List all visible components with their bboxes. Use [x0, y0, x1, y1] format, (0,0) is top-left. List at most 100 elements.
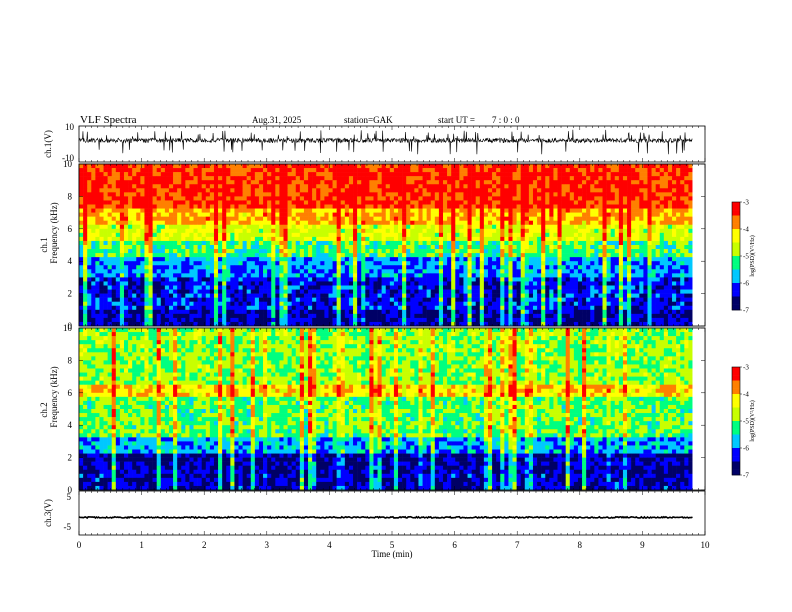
spectrogram-cell — [189, 220, 194, 226]
spectrogram-cell — [577, 184, 583, 189]
spectrogram-cell — [688, 212, 693, 217]
spectrogram-cell — [418, 285, 423, 290]
spectrogram-cell — [246, 236, 252, 242]
spectrogram-cell — [369, 188, 374, 193]
spectrogram-cell — [328, 228, 333, 234]
spectrogram-cell — [144, 289, 149, 294]
spectrogram-cell — [177, 176, 182, 181]
spectrogram-cell — [651, 265, 656, 270]
spectrogram-cell — [271, 285, 276, 290]
spectrogram-cell — [83, 208, 88, 213]
spectrogram-cell — [398, 196, 403, 201]
spectrogram-cell — [168, 277, 174, 282]
spectrogram-cell — [197, 265, 202, 270]
spectrogram-cell — [336, 168, 342, 173]
spectrogram-cell — [287, 281, 292, 286]
spectrogram-cell — [438, 245, 444, 250]
spectrogram-cell — [263, 168, 268, 173]
spectrogram-cell — [573, 176, 579, 181]
spectrogram-cell — [422, 176, 427, 181]
spectrogram-cell — [561, 273, 566, 278]
spectrogram-cell — [95, 168, 100, 173]
spectrogram-cell — [291, 204, 297, 209]
spectrogram-cell — [418, 204, 423, 209]
spectrogram-cell — [254, 285, 260, 290]
spectrogram-cell — [201, 164, 207, 169]
spectrogram-cell — [332, 285, 337, 290]
spectrogram-cell — [672, 285, 677, 290]
spectrogram-cell — [201, 224, 207, 230]
spectrogram-cell — [557, 200, 562, 205]
spectrogram-cell — [271, 176, 276, 181]
spectrogram-cell — [688, 188, 693, 193]
spectrogram-cell — [254, 204, 260, 209]
spectrogram-cell — [463, 273, 468, 278]
spectrogram-cell — [618, 216, 624, 221]
spectrogram-cell — [639, 188, 644, 193]
spectrogram-cell — [676, 281, 681, 286]
spectrogram-cell — [353, 220, 358, 226]
spectrogram-cell — [590, 192, 595, 197]
spectrogram-cell — [373, 196, 378, 201]
spectrogram-cell — [144, 245, 149, 250]
spectrogram-cell — [598, 220, 603, 226]
spectrogram-cell — [545, 208, 550, 213]
spectrogram-cell — [496, 265, 501, 270]
spectrogram-cell — [357, 188, 362, 193]
spectrogram-cell — [213, 240, 219, 246]
spectrogram-cell — [447, 196, 452, 201]
spectrogram-cell — [226, 289, 231, 294]
spectrogram-cell — [659, 232, 665, 238]
spectrogram-cell — [659, 253, 665, 258]
spectrogram-cell — [275, 257, 280, 262]
spectrogram-cell — [177, 168, 182, 173]
spectrogram-cell — [299, 188, 305, 193]
spectrogram-cell — [213, 281, 219, 286]
spectrogram-cell — [222, 168, 227, 173]
spectrogram-cell — [332, 220, 337, 226]
spectrogram-cell — [577, 188, 583, 193]
spectrogram-cell — [340, 265, 346, 270]
spectrogram-cell — [577, 204, 583, 209]
spectrogram-cell — [635, 208, 640, 213]
spectrogram-cell — [610, 180, 616, 185]
spectrogram-cell — [340, 236, 346, 242]
spectrogram-cell — [565, 196, 571, 201]
spectrogram-cell — [353, 253, 358, 258]
spectrogram-cell — [500, 249, 505, 254]
spectrogram-cell — [336, 289, 342, 294]
spectrogram-cell — [361, 184, 366, 189]
spectrogram-cell — [487, 240, 493, 246]
spectrogram-cell — [406, 245, 411, 250]
spectrogram-cell — [500, 196, 505, 201]
spectrogram-cell — [152, 236, 158, 242]
spectrogram-cell — [680, 224, 685, 230]
spectrogram-cell — [622, 176, 628, 181]
spectrogram-cell — [230, 196, 235, 201]
spectrogram-cell — [475, 216, 481, 221]
spectrogram-cell — [532, 168, 538, 173]
spectrogram-cell — [324, 240, 329, 246]
spectrogram-cell — [324, 168, 329, 173]
spectrogram-cell — [132, 184, 137, 189]
spectrogram-cell — [353, 200, 358, 205]
spectrogram-cell — [447, 188, 452, 193]
spectrogram-cell — [283, 192, 288, 197]
spectrogram-cell — [500, 281, 505, 286]
spectrogram-cell — [573, 220, 579, 226]
spectrogram-cell — [246, 168, 252, 173]
spectrogram-cell — [291, 232, 297, 238]
spectrogram-cell — [144, 208, 149, 213]
spectrogram-cell — [320, 200, 325, 205]
spectrogram-cell — [365, 200, 370, 205]
spectrogram-cell — [590, 184, 595, 189]
spectrogram-cell — [246, 164, 252, 169]
spectrogram-cell — [483, 208, 489, 213]
spectrogram-cell — [447, 261, 452, 266]
spectrogram-cell — [287, 245, 292, 250]
spectrogram-cell — [344, 216, 350, 221]
spectrogram-cell — [361, 212, 366, 217]
spectrogram-cell — [492, 289, 497, 294]
spectrogram-cell — [193, 204, 198, 209]
spectrogram-cell — [369, 164, 374, 169]
